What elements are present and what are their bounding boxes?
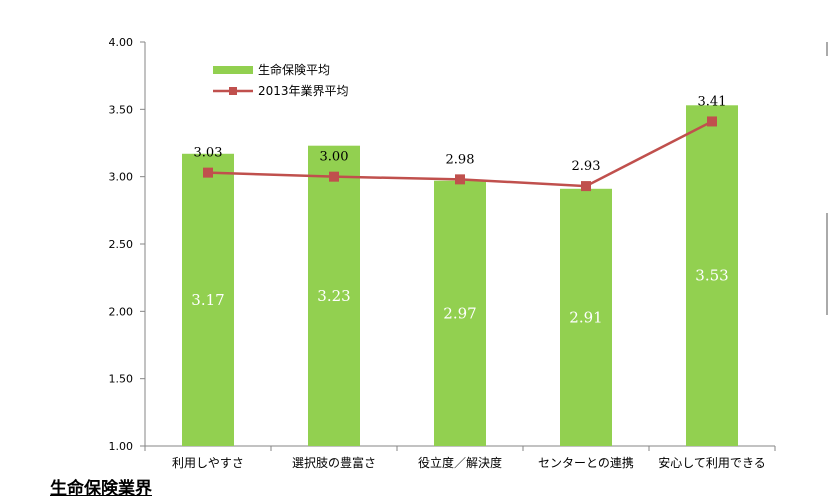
line-marker	[203, 167, 213, 178]
bar	[434, 180, 486, 446]
line-marker	[329, 171, 339, 182]
bar-data-label: 3.53	[695, 267, 728, 285]
bar	[182, 153, 234, 447]
y-tick-label: 3.50	[109, 103, 134, 116]
edge-mark	[826, 42, 828, 56]
bars: 3.17 3.23 2.97 2.91 3.53	[182, 105, 738, 447]
bar	[686, 105, 738, 446]
y-tick-label: 1.50	[109, 373, 134, 386]
edge-mark	[826, 213, 828, 315]
bar	[560, 188, 612, 446]
x-category-label: 利用しやすさ	[172, 456, 244, 470]
legend-bar-swatch	[213, 66, 253, 74]
line-marker	[455, 174, 465, 185]
x-category-label: 役立度／解決度	[418, 455, 502, 470]
footer-title: 生命保険業界	[50, 479, 152, 499]
chart: 4.00 3.50 3.00 2.50 2.00 1.50 1.00 利用しやすさ 選択肢の豊富…	[109, 36, 776, 470]
line-data-label: 3.03	[194, 146, 223, 161]
legend: 生命保険平均 2013年業界平均	[213, 62, 349, 98]
bar	[308, 145, 360, 446]
x-category-label: 選択肢の豊富さ	[292, 455, 376, 470]
y-tick-label: 4.00	[109, 36, 134, 49]
bar-data-label: 2.97	[443, 304, 476, 322]
line-series: 3.03 3.00 2.98 2.93 3.41	[194, 94, 727, 192]
bar-data-label: 3.17	[191, 291, 224, 309]
y-tick-label: 3.00	[109, 171, 134, 184]
y-tick-label: 2.00	[109, 305, 134, 318]
line-data-label: 2.98	[446, 152, 475, 167]
y-tick-label: 2.50	[109, 238, 134, 251]
y-tick-label: 1.00	[109, 440, 134, 453]
line-marker	[581, 181, 591, 192]
axes: 4.00 3.50 3.00 2.50 2.00 1.50 1.00 利用しやすさ 選択肢の豊富…	[109, 36, 776, 470]
legend-bar-label: 生命保険平均	[258, 62, 330, 77]
bar-data-label: 3.23	[317, 287, 350, 305]
x-category-label: センターとの連携	[538, 455, 634, 470]
line-data-label: 3.00	[320, 150, 349, 165]
legend-line-marker	[229, 87, 237, 95]
bar-data-label: 2.91	[569, 308, 602, 326]
legend-line-label: 2013年業界平均	[258, 84, 349, 98]
line-data-label: 3.41	[698, 94, 727, 109]
line-data-label: 2.93	[572, 159, 601, 174]
line-marker	[707, 116, 717, 127]
x-category-label: 安心して利用できる	[658, 455, 765, 470]
